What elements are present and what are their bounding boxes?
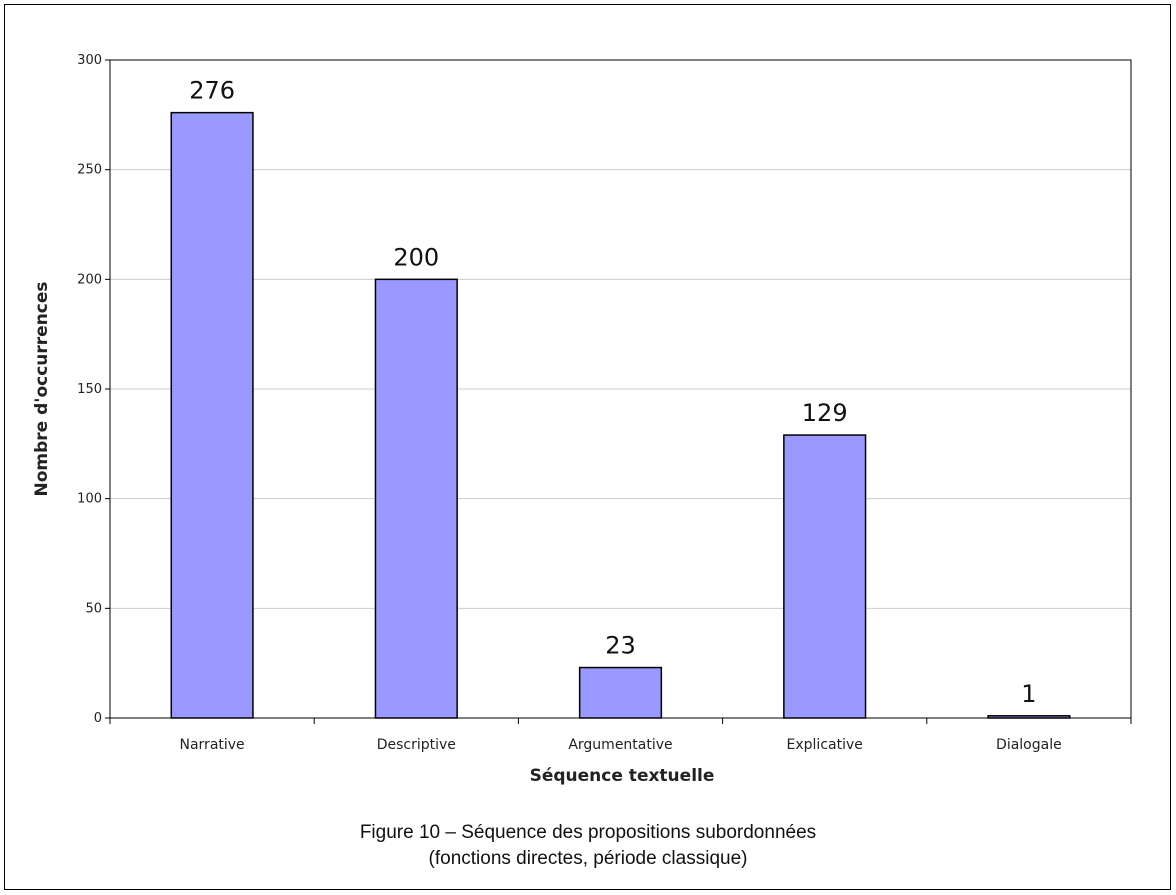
x-axis: Narrative Descriptive Argumentative Explica… <box>109 718 1132 753</box>
y-tick-label: 250 <box>77 163 102 178</box>
y-axis: 0 50 100 150 200 250 300 <box>77 53 110 726</box>
data-label: 129 <box>802 399 848 427</box>
data-label: 200 <box>393 243 439 271</box>
figure-caption: Figure 10 – Séquence des propositions su… <box>0 820 1176 872</box>
x-axis-title: Séquence textuelle <box>530 766 715 786</box>
y-tick-label: 200 <box>77 272 102 287</box>
bar <box>170 111 254 719</box>
data-label: 276 <box>189 77 235 105</box>
y-tick-label: 100 <box>77 492 102 507</box>
value-labels: 276 200 23 129 1 <box>189 77 1036 708</box>
x-category-label: Argumentative <box>568 737 672 753</box>
y-tick-label: 50 <box>85 601 102 616</box>
y-tick-label: 150 <box>77 382 102 397</box>
x-category-label: Dialogale <box>996 737 1062 753</box>
data-label: 23 <box>605 632 636 660</box>
bar <box>987 715 1071 719</box>
bar <box>374 278 458 719</box>
x-category-label: Descriptive <box>377 737 456 753</box>
bars <box>170 111 1071 719</box>
bar-chart: 0 50 100 150 200 250 300 Narrative Descriptive A… <box>32 53 1132 786</box>
x-category-label: Narrative <box>180 737 245 753</box>
y-tick-label: 300 <box>77 53 102 68</box>
caption-line-2: (fonctions directes, période classique) <box>428 848 748 869</box>
grid-layer <box>110 169 1131 609</box>
bar <box>578 666 663 719</box>
y-axis-title: Nombre d'occurrences <box>32 281 52 496</box>
x-category-label: Explicative <box>787 737 863 753</box>
bar <box>783 434 867 719</box>
caption-line-1: Figure 10 – Séquence des propositions su… <box>359 822 817 843</box>
y-tick-label: 0 <box>94 711 102 726</box>
data-label: 1 <box>1021 680 1036 708</box>
